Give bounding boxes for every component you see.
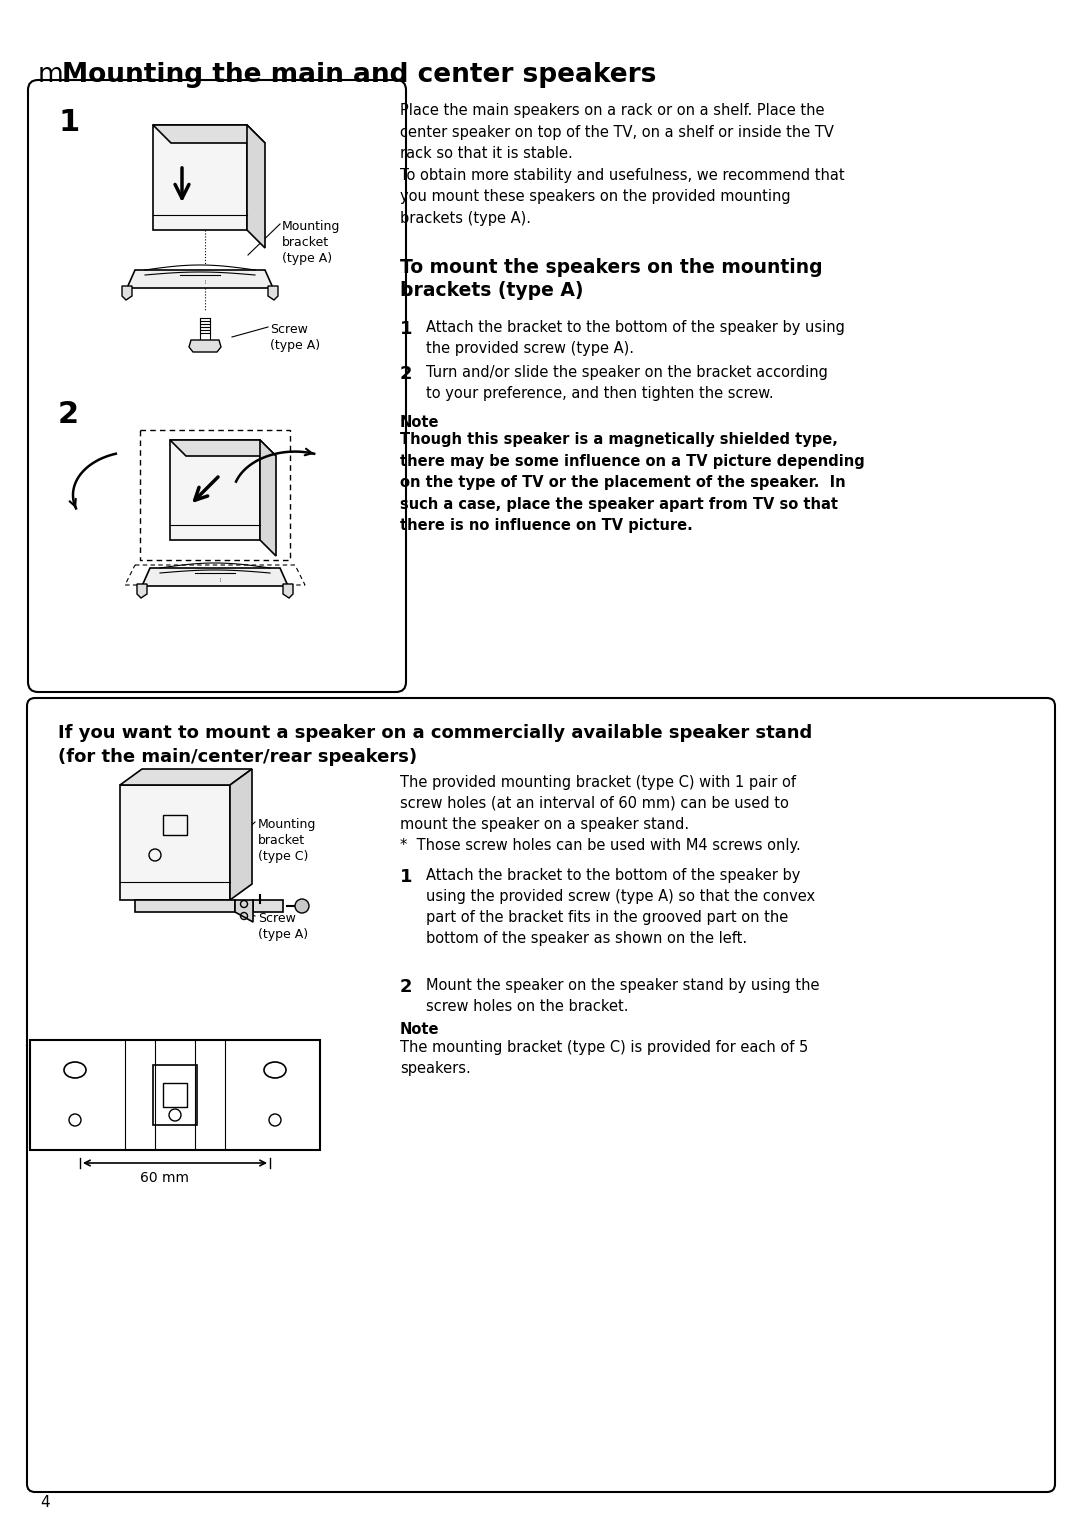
Polygon shape <box>170 439 276 456</box>
Text: Mount the speaker on the speaker stand by using the
screw holes on the bracket.: Mount the speaker on the speaker stand b… <box>426 978 820 1013</box>
Text: The provided mounting bracket (type C) with 1 pair of
screw holes (at an interva: The provided mounting bracket (type C) w… <box>400 775 800 853</box>
Polygon shape <box>247 125 265 249</box>
Text: 2: 2 <box>400 365 413 383</box>
FancyBboxPatch shape <box>27 697 1055 1492</box>
Text: 1: 1 <box>400 868 413 887</box>
Text: Turn and/or slide the speaker on the bracket according
to your preference, and t: Turn and/or slide the speaker on the bra… <box>426 365 828 401</box>
Text: Note: Note <box>400 1022 440 1038</box>
Polygon shape <box>253 900 283 913</box>
Polygon shape <box>122 285 132 301</box>
Polygon shape <box>153 125 265 143</box>
Text: The mounting bracket (type C) is provided for each of 5
speakers.: The mounting bracket (type C) is provide… <box>400 1041 808 1076</box>
Text: 2: 2 <box>400 978 413 996</box>
Text: 4: 4 <box>40 1495 50 1511</box>
Circle shape <box>295 899 309 913</box>
Text: (for the main/center/rear speakers): (for the main/center/rear speakers) <box>58 748 417 766</box>
Text: 60 mm: 60 mm <box>140 1170 189 1186</box>
Text: 1: 1 <box>58 108 79 137</box>
FancyBboxPatch shape <box>28 79 406 691</box>
Polygon shape <box>268 285 278 301</box>
Text: To mount the speakers on the mounting
brackets (type A): To mount the speakers on the mounting br… <box>400 258 823 299</box>
Polygon shape <box>283 584 293 598</box>
Polygon shape <box>127 270 273 288</box>
Text: Screw
(type A): Screw (type A) <box>258 913 308 942</box>
Polygon shape <box>235 900 253 922</box>
Text: m: m <box>38 63 64 89</box>
Polygon shape <box>170 439 260 540</box>
Text: Note: Note <box>400 415 440 430</box>
Polygon shape <box>120 769 252 784</box>
Polygon shape <box>137 584 147 598</box>
Polygon shape <box>120 784 230 900</box>
Polygon shape <box>141 568 288 586</box>
Polygon shape <box>153 125 247 230</box>
Polygon shape <box>135 900 235 913</box>
Text: Mounting
bracket
(type A): Mounting bracket (type A) <box>282 220 340 266</box>
Text: Place the main speakers on a rack or on a shelf. Place the
center speaker on top: Place the main speakers on a rack or on … <box>400 102 845 226</box>
Polygon shape <box>189 340 221 353</box>
Text: Attach the bracket to the bottom of the speaker by
using the provided screw (typ: Attach the bracket to the bottom of the … <box>426 868 815 946</box>
Text: 2: 2 <box>58 400 79 429</box>
Text: Though this speaker is a magnetically shielded type,
there may be some influence: Though this speaker is a magnetically sh… <box>400 432 865 534</box>
Text: Attach the bracket to the bottom of the speaker by using
the provided screw (typ: Attach the bracket to the bottom of the … <box>426 320 845 356</box>
Text: Mounting the main and center speakers: Mounting the main and center speakers <box>62 63 657 89</box>
Text: Screw
(type A): Screw (type A) <box>270 324 320 353</box>
Text: If you want to mount a speaker on a commercially available speaker stand: If you want to mount a speaker on a comm… <box>58 723 812 742</box>
Polygon shape <box>260 439 276 555</box>
Text: 1: 1 <box>400 320 413 337</box>
Polygon shape <box>230 769 252 900</box>
Text: Mounting
bracket
(type C): Mounting bracket (type C) <box>258 818 316 864</box>
